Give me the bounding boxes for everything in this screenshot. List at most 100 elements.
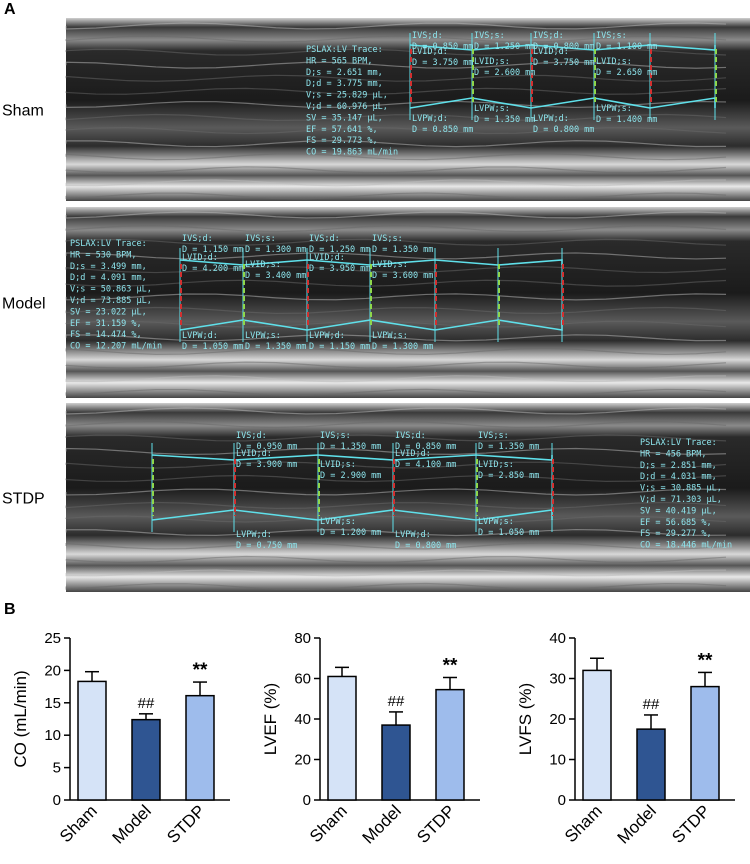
measurement-text: D = 0.850 mm <box>412 42 473 52</box>
x-tick-label: STDP <box>413 801 458 846</box>
measurement-text: D = 3.950 mm <box>309 264 370 274</box>
y-tick-label: 40 <box>294 711 311 728</box>
measurement-text: D = 3.600 mm <box>372 271 433 281</box>
x-tick-label: STDP <box>668 801 713 846</box>
x-tick-label: Model <box>359 801 405 847</box>
x-tick-label: STDP <box>163 801 208 846</box>
measurement-text: D = 1.350 mm <box>320 442 381 452</box>
echo-texture <box>65 528 727 537</box>
measurement-text: D = 2.850 mm <box>478 471 539 481</box>
trace-text: PSLAX:LV Trace: <box>70 239 147 249</box>
trace-text: D;d = 4.091 mm, <box>70 273 147 283</box>
measurement-text: D = 1.150 mm <box>182 245 243 255</box>
echo-texture <box>65 347 727 356</box>
measurement-text: D = 3.900 mm <box>236 460 297 470</box>
trace-text: V;s = 50.863 µL, <box>70 285 152 295</box>
echo-texture <box>65 126 727 135</box>
trace-text: SV = 35.147 µL, <box>306 113 383 123</box>
measurement-text: D = 1.250 mm <box>474 42 535 52</box>
row-label: Sham <box>2 103 44 120</box>
measurement-text: D = 1.350 mm <box>245 342 306 352</box>
echo-texture <box>65 166 727 174</box>
bar <box>690 685 720 801</box>
measurement-text: LVID;s: <box>474 57 510 67</box>
echo-texture <box>65 388 727 396</box>
measurement-text: LVPW;d: <box>395 530 431 540</box>
measurement-text: LVID;s: <box>478 460 514 470</box>
measurement-text: LVPW;d: <box>236 530 272 540</box>
echo-texture <box>65 306 727 315</box>
echo-texture <box>65 211 727 219</box>
measurement-text: D = 1.350 mm <box>372 245 433 255</box>
echo-texture <box>65 461 727 469</box>
echo-texture <box>65 569 727 577</box>
bar <box>435 688 465 801</box>
trace-text: D;s = 3.499 mm, <box>70 262 147 272</box>
measurement-text: LVID;d: <box>309 253 345 263</box>
echo-texture <box>65 238 727 246</box>
trace-line <box>179 319 563 331</box>
measurement-text: D = 0.950 mm <box>236 442 297 452</box>
trace-line <box>179 259 563 266</box>
significance-label: ** <box>193 660 208 681</box>
echo-texture <box>65 474 727 483</box>
echo-texture <box>65 501 727 510</box>
echo-texture <box>65 192 727 200</box>
bar <box>131 718 161 801</box>
measurement-text: LVPW;s: <box>596 104 632 114</box>
measurement-text: LVPW;s: <box>372 331 408 341</box>
measurement-text: IVS;d: <box>533 31 564 41</box>
y-tick-label: 0 <box>53 792 61 809</box>
measurement-text: D = 1.300 mm <box>372 342 433 352</box>
row-label: Model <box>2 296 46 313</box>
echo-texture <box>65 74 727 82</box>
measurement-text: D = 1.400 mm <box>596 115 657 125</box>
y-tick-label: 20 <box>44 662 61 679</box>
bar <box>381 724 411 801</box>
measurement-text: D = 1.100 mm <box>596 42 657 52</box>
trace-text: PSLAX:LV Trace: <box>640 438 717 448</box>
panel-label: B <box>4 601 16 618</box>
measurement-text: LVPW;s: <box>320 517 356 527</box>
y-axis-title: CO (mL/min) <box>11 670 30 767</box>
trace-text: PSLAX:LV Trace: <box>306 45 383 55</box>
echo-texture <box>65 407 727 415</box>
measurement-text: D = 0.750 mm <box>236 541 297 551</box>
echo-texture <box>65 179 727 187</box>
measurement-text: D = 0.800 mm <box>533 125 594 135</box>
echo-texture <box>65 35 727 43</box>
echo-texture <box>65 252 727 260</box>
measurement-text: IVS;s: <box>372 234 403 244</box>
measurement-text: D = 3.750 mm <box>533 58 594 68</box>
measurement-text: LVID;d: <box>395 449 431 459</box>
measurement-text: D = 1.300 mm <box>245 245 306 255</box>
measurement-text: LVID;s: <box>245 260 281 270</box>
y-tick-label: 0 <box>558 792 566 809</box>
x-tick-label: Model <box>614 801 660 847</box>
y-tick-label: 0 <box>303 792 311 809</box>
trace-text: FS = 14.474 %, <box>70 330 142 340</box>
trace-text: SV = 40.419 µL, <box>640 506 717 516</box>
echo-texture <box>65 515 727 523</box>
measurement-text: D = 0.800 mm <box>533 42 594 52</box>
trace-text: EF = 56.685 %, <box>640 518 712 528</box>
measurement-text: D = 2.650 mm <box>596 68 657 78</box>
y-axis-title: LVEF (%) <box>261 683 280 755</box>
trace-text: D;s = 2.651 mm, <box>306 68 383 78</box>
measurement-text: D = 1.250 mm <box>309 245 370 255</box>
x-tick-label: Sham <box>561 801 606 846</box>
trace-text: FS = 29.773 %, <box>306 136 378 146</box>
trace-text: V;s = 25.829 µL, <box>306 91 388 101</box>
echo-texture <box>65 265 727 274</box>
measurement-text: D = 1.050 mm <box>478 528 539 538</box>
measurement-text: D = 1.150 mm <box>309 342 370 352</box>
measurement-text: LVID;s: <box>372 260 408 270</box>
y-tick-label: 60 <box>294 671 311 688</box>
measurement-text: D = 2.900 mm <box>320 471 381 481</box>
measurement-text: IVS;s: <box>596 31 627 41</box>
echo-texture <box>65 22 727 30</box>
measurement-text: LVPW;d: <box>533 114 569 124</box>
echo-texture <box>65 293 727 301</box>
measurement-text: LVID;d: <box>533 47 569 57</box>
